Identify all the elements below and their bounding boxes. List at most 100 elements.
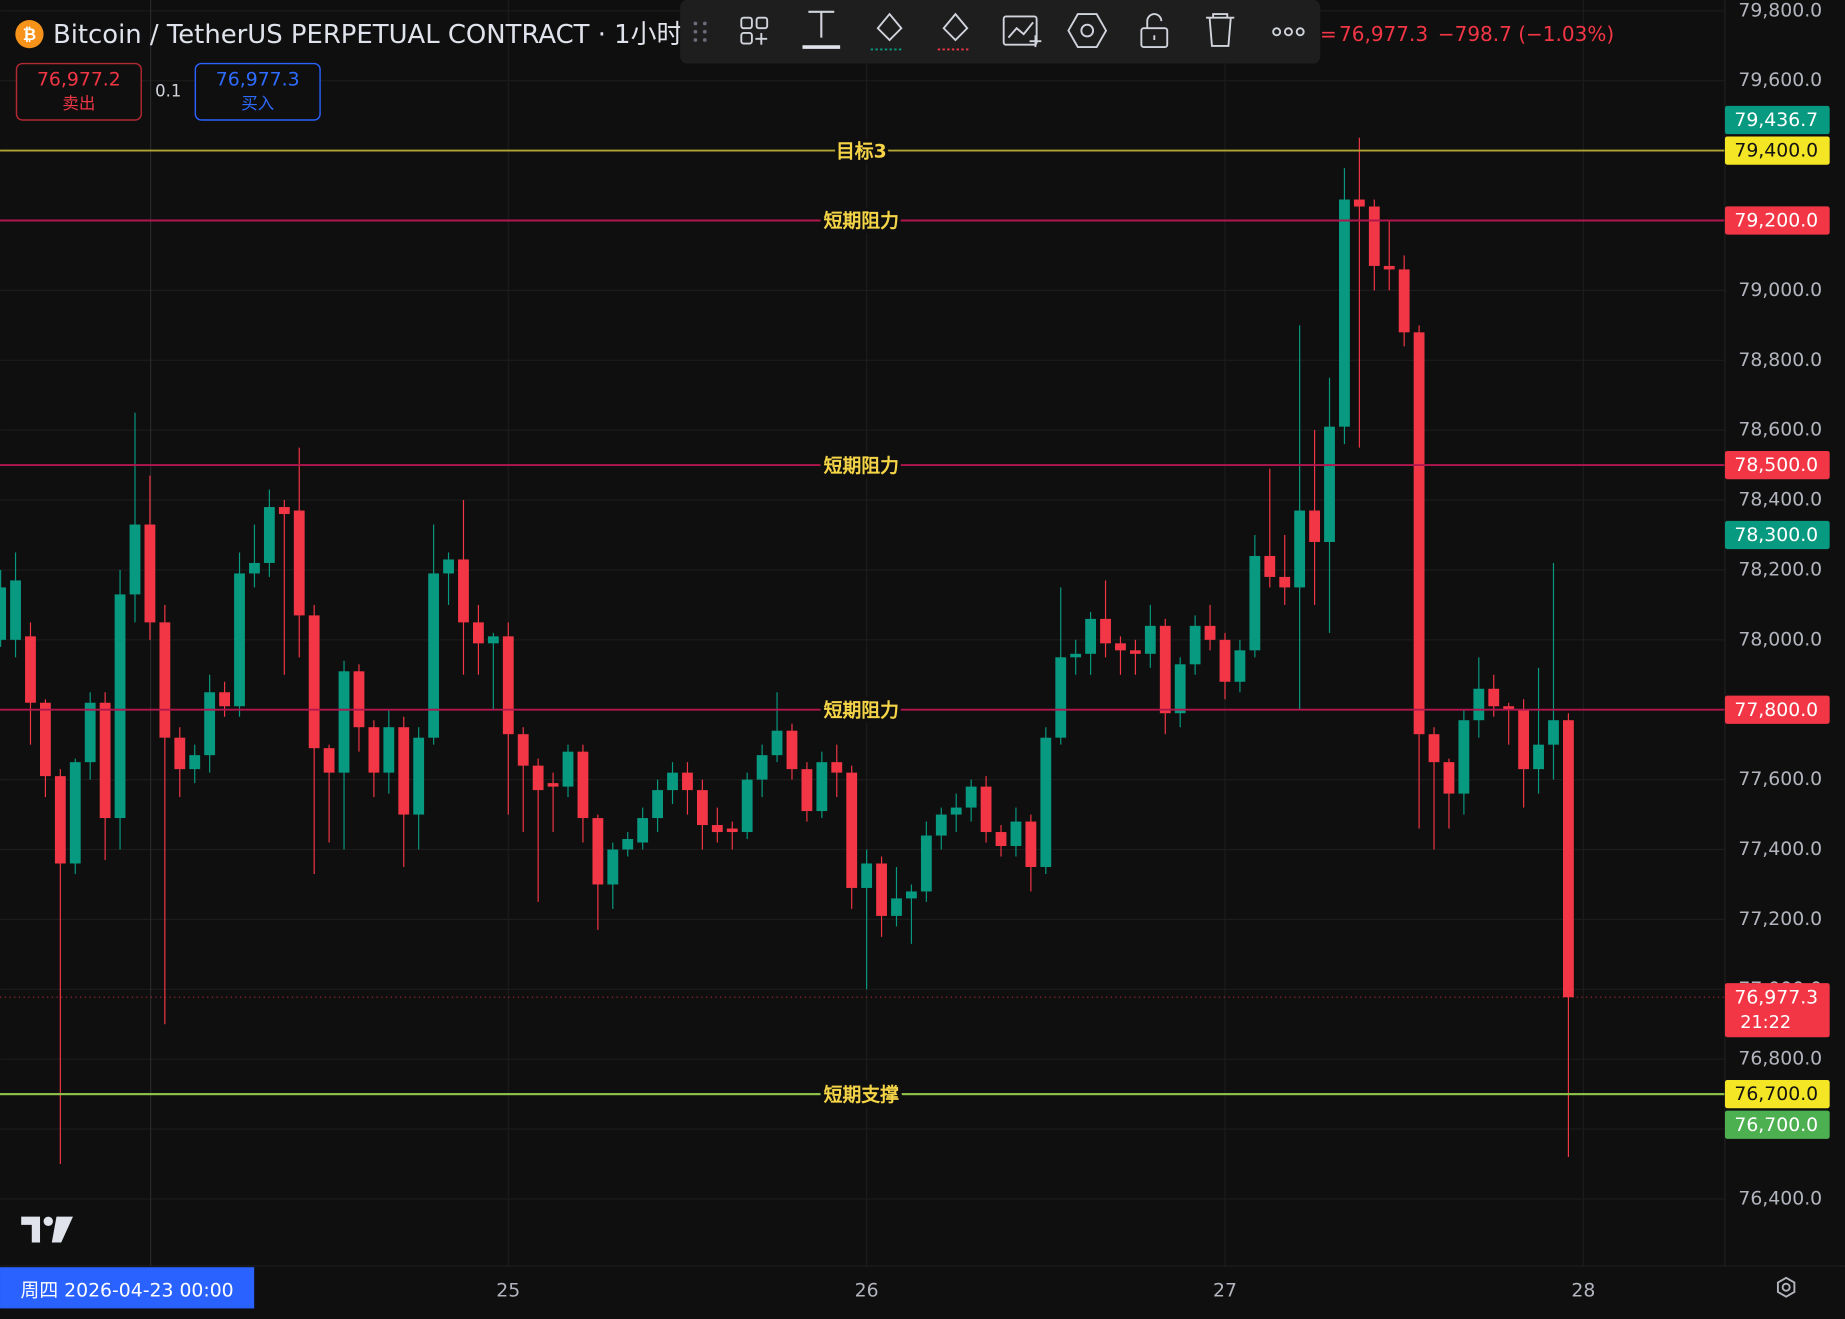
toolbar-icon-more[interactable] — [1272, 27, 1305, 37]
toolbar-icon-template[interactable] — [740, 16, 769, 45]
candle-body — [84, 702, 96, 763]
y-tick-label: 79,600.0 — [1738, 70, 1822, 91]
settings-gear[interactable] — [1776, 1276, 1796, 1298]
price-tag-label: 76,977.3 — [1734, 987, 1818, 1008]
candle-body — [473, 622, 484, 644]
candle-body — [1159, 625, 1171, 714]
candle-body — [771, 730, 783, 756]
toolbar-icon-lock[interactable] — [1140, 13, 1169, 49]
price-tag — [1724, 105, 1830, 135]
candle-body — [637, 818, 649, 843]
x-tick-label: 26 — [855, 1280, 879, 1301]
buy-button-bg[interactable] — [194, 62, 321, 121]
candle-body — [786, 730, 798, 770]
candle-body — [1264, 555, 1276, 577]
toolbar-icon-alert[interactable] — [1002, 15, 1042, 48]
candle-body — [756, 755, 768, 780]
price-tag — [1724, 136, 1830, 165]
price-tag-label: 77,800.0 — [1734, 700, 1818, 721]
level-label: 短期阻力 — [824, 209, 899, 232]
candle-body — [667, 772, 678, 791]
candle-body — [204, 692, 216, 756]
candle-body — [1249, 555, 1261, 651]
candle-body — [99, 702, 111, 819]
price-tag — [1724, 520, 1830, 550]
sell-price: 76,977.2 — [37, 70, 121, 91]
y-tick-label: 78,600.0 — [1738, 420, 1822, 441]
candle-body — [1383, 265, 1395, 270]
candle-body — [338, 671, 350, 773]
buy-label: 买入 — [241, 94, 274, 113]
symbol-title: Bitcoin / TetherUS PERPETUAL CONTRACT · … — [53, 20, 699, 50]
candle-body — [114, 594, 126, 819]
toolbar-icon-delete[interactable] — [1206, 13, 1235, 47]
x-tick-label: 25 — [496, 1280, 520, 1301]
candle-body — [308, 615, 320, 749]
candle-body — [562, 751, 574, 787]
candle-body — [861, 863, 873, 888]
toolbar-icon-settings[interactable] — [1067, 13, 1108, 49]
candle-body — [0, 587, 7, 640]
price-tag-label: 79,436.7 — [1734, 110, 1818, 131]
candle-body — [831, 762, 843, 773]
price-tag — [1724, 983, 1830, 1038]
sell-button-bg[interactable] — [15, 62, 142, 121]
candle-body — [920, 835, 932, 892]
coin-icon — [15, 20, 44, 49]
toolbar-bg — [680, 0, 1321, 64]
candle-body — [1234, 650, 1246, 682]
candle-body — [1115, 643, 1126, 651]
toolbar-icon-border[interactable] — [937, 12, 971, 51]
candle-body — [1548, 720, 1559, 745]
candle-body — [1458, 720, 1470, 794]
candle-body — [906, 891, 917, 899]
candle-body — [25, 636, 36, 703]
candle-body — [726, 828, 738, 833]
candle-body — [1562, 720, 1574, 998]
candle-body — [1070, 653, 1082, 658]
toolbar-icon-text[interactable] — [802, 10, 841, 49]
candle-body — [54, 776, 66, 864]
candle-body — [174, 737, 186, 770]
price-tag — [1724, 695, 1830, 724]
candle-body — [383, 727, 395, 773]
candle-body — [1174, 664, 1186, 714]
candle-body — [1518, 709, 1530, 770]
sell-button[interactable]: 76,977.2 卖出 — [15, 62, 142, 121]
candle-body — [398, 727, 410, 815]
candle-body — [487, 636, 499, 644]
candle-body — [682, 772, 693, 791]
candle-body — [1353, 199, 1365, 207]
candle-body — [950, 807, 962, 815]
y-tick-label: 77,400.0 — [1738, 839, 1822, 860]
toolbar-icon-fill[interactable] — [870, 12, 904, 51]
candle-body — [592, 818, 604, 885]
candle-body — [234, 573, 245, 707]
toolbar-handle[interactable] — [693, 21, 707, 42]
buy-button[interactable]: 76,977.3 买入 — [194, 62, 321, 121]
candle-body — [711, 825, 723, 833]
plot-layer — [0, 137, 1725, 1165]
candle-body — [428, 573, 440, 738]
candle-body — [1085, 618, 1097, 654]
candle-body — [1413, 332, 1425, 735]
candle-body — [995, 832, 1007, 847]
price-tag-label: 76,700.0 — [1734, 1115, 1818, 1136]
level-label: 目标3 — [836, 140, 887, 162]
candle-body — [1189, 625, 1201, 665]
candle-body — [1428, 734, 1440, 763]
candle-body — [1055, 657, 1067, 738]
price-tag-label: 79,200.0 — [1734, 211, 1818, 232]
tag-layer: 79,400.0 79,436.7 79,200.0 78,500.0 78,300.0… — [1724, 105, 1830, 1139]
candle-body — [69, 762, 81, 864]
candle-body — [39, 702, 51, 777]
candle-body — [159, 622, 171, 738]
y-tick-label: 78,400.0 — [1738, 490, 1822, 511]
candle-body — [1309, 510, 1320, 542]
candle-body — [323, 748, 335, 773]
candle-body — [696, 790, 708, 826]
candle-body — [189, 755, 201, 770]
candle-body — [577, 751, 589, 819]
